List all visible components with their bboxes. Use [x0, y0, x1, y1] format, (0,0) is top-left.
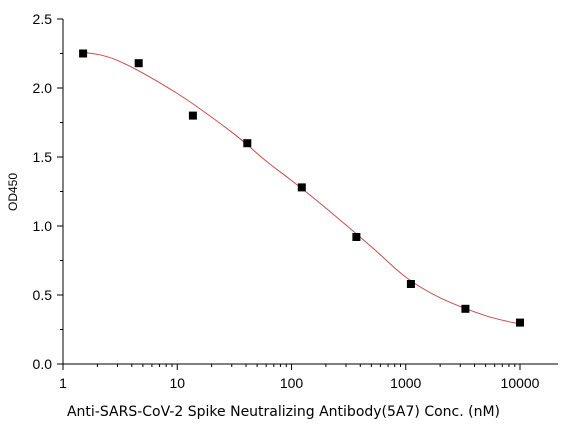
data-point [79, 49, 88, 58]
x-tick-label: 10000 [501, 375, 540, 391]
data-point [243, 139, 252, 148]
y-tick-label: 0.0 [33, 356, 53, 372]
x-tick-label: 1000 [390, 375, 421, 391]
ticks: 1 10 100 1000 10000 0.0 0.5 1.0 1.5 2.0 2.5 [33, 11, 540, 391]
x-tick-label: 1 [59, 375, 67, 391]
y-tick-label: 2.0 [33, 80, 53, 96]
data-point [406, 280, 415, 288]
y-tick-label: 1.5 [33, 149, 53, 165]
x-tick-label: 10 [169, 375, 185, 391]
y-tick-label: 2.5 [33, 11, 53, 27]
data-point [188, 111, 197, 120]
y-axis-title: OD450 [6, 173, 20, 211]
data-point [461, 304, 470, 313]
data-point [297, 183, 306, 192]
x-tick-label: 100 [280, 375, 304, 391]
data-points [79, 49, 524, 327]
x-axis-title: Anti-SARS-CoV-2 Spike Neutralizing Antib… [66, 404, 501, 420]
y-tick-label: 1.0 [33, 218, 53, 234]
data-point [516, 318, 524, 327]
data-point [134, 59, 143, 68]
y-tick-label: 0.5 [33, 287, 53, 303]
data-point [352, 233, 361, 241]
axes [62, 19, 558, 365]
